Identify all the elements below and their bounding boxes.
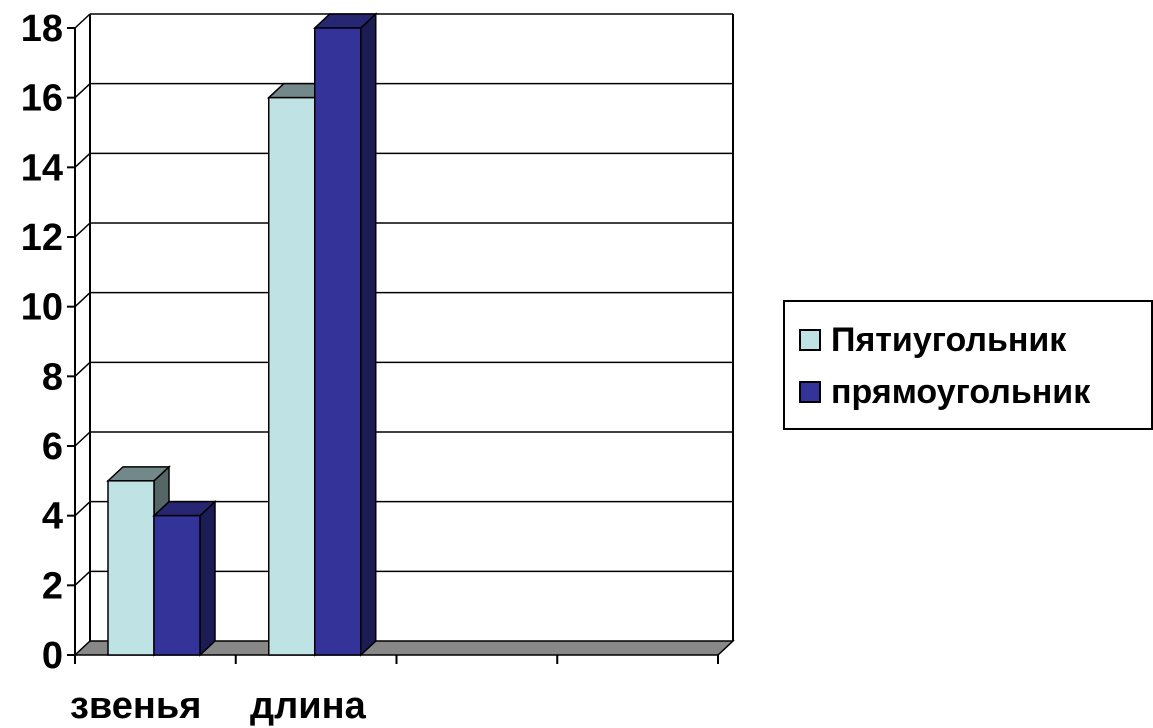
y-axis-ticks: 0 2 4 6 8 10 12 14 16 18 [21, 8, 719, 677]
gridline-side [74, 570, 91, 586]
bar-side [360, 12, 377, 657]
x-category-label-1: звенья [70, 685, 201, 727]
legend-label-series-1: Пятиугольник [831, 320, 1067, 359]
legend-label-series-2: прямоугольник [831, 372, 1091, 411]
gridline-side [74, 501, 91, 517]
y-tick-label: 8 [42, 356, 63, 398]
gridlines [74, 13, 733, 586]
y-tick-label: 10 [21, 287, 63, 329]
x-axis-labels: звенья длина [70, 685, 367, 727]
gridline-side [74, 222, 91, 238]
chart-walls [73, 14, 735, 656]
y-tick-label: 4 [42, 496, 63, 538]
gridline-side [74, 83, 91, 99]
gridline-side [74, 152, 91, 168]
gridline-side [74, 361, 91, 377]
y-tick-label: 14 [21, 147, 63, 189]
bar-2-1 [152, 499, 217, 657]
legend-swatch-series-1 [799, 329, 821, 351]
y-tick-label: 12 [21, 217, 63, 259]
gridline-side [74, 292, 91, 308]
legend-swatch-series-2 [799, 381, 821, 403]
legend-item-series-1: Пятиугольник [799, 318, 1066, 362]
y-tick-label: 6 [42, 426, 63, 468]
bar-front [153, 514, 201, 656]
bars [106, 12, 378, 657]
gridline-side [74, 431, 91, 447]
y-tick-label: 18 [21, 8, 63, 50]
bar-2-2 [312, 12, 378, 657]
bar-front [268, 96, 316, 656]
chart-floor [73, 640, 735, 656]
y-tick-label: 16 [21, 78, 63, 120]
gridline-side [74, 13, 91, 29]
bar-side [199, 499, 216, 657]
legend-item-series-2: прямоугольник [799, 370, 1090, 414]
legend: Пятиугольник прямоугольник [783, 300, 1153, 430]
bar-front [314, 27, 362, 656]
bar-front [107, 480, 155, 656]
y-tick-label: 2 [42, 565, 63, 607]
y-tick-label: 0 [42, 635, 63, 677]
x-category-label-2: длина [250, 685, 367, 727]
